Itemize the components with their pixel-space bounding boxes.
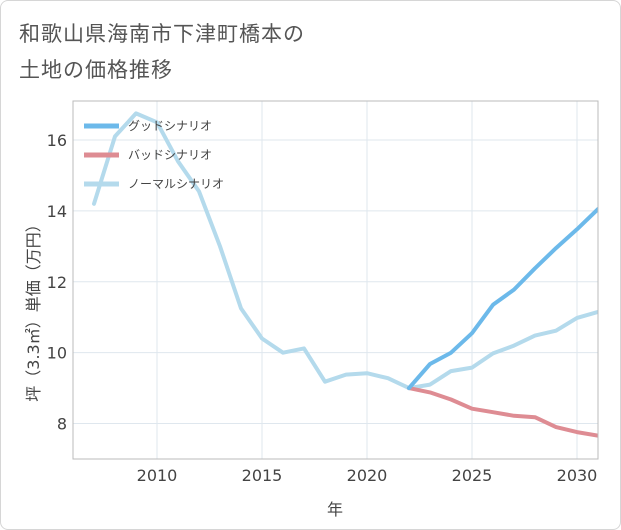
x-tick-label: 2010 xyxy=(137,466,178,485)
x-tick-label: 2015 xyxy=(242,466,283,485)
series-line-good xyxy=(407,207,598,391)
series-line-bad xyxy=(407,386,598,438)
y-tick-label: 8 xyxy=(57,415,67,434)
x-axis-label: 年 xyxy=(327,500,343,519)
chart-title-line-2: 土地の価格推移 xyxy=(19,58,173,82)
y-tick-label: 14 xyxy=(47,202,67,221)
y-tick-label: 10 xyxy=(47,344,67,363)
series-layer xyxy=(92,111,598,438)
legend-label-normal: ノーマルシナリオ xyxy=(128,177,224,191)
y-axis-ticks: 8 10 12 14 16 xyxy=(47,131,67,434)
series-line-normal xyxy=(92,111,598,391)
y-tick-label: 16 xyxy=(47,131,67,150)
chart-title-line-1: 和歌山県海南市下津町橋本の xyxy=(19,22,305,46)
legend-label-good: グッドシナリオ xyxy=(128,119,212,133)
y-axis-label: 坪（3.3㎡）単価（万円） xyxy=(24,216,43,401)
plot-frame xyxy=(72,100,599,460)
x-tick-label: 2030 xyxy=(557,466,598,485)
grid-lines xyxy=(73,101,598,459)
plot-area xyxy=(73,101,598,459)
x-tick-label: 2020 xyxy=(347,466,388,485)
x-tick-label: 2025 xyxy=(452,466,493,485)
x-axis-ticks: 2010 2015 2020 2025 2030 xyxy=(137,466,598,485)
y-tick-label: 12 xyxy=(47,273,67,292)
legend-label-bad: バッドシナリオ xyxy=(128,148,212,162)
